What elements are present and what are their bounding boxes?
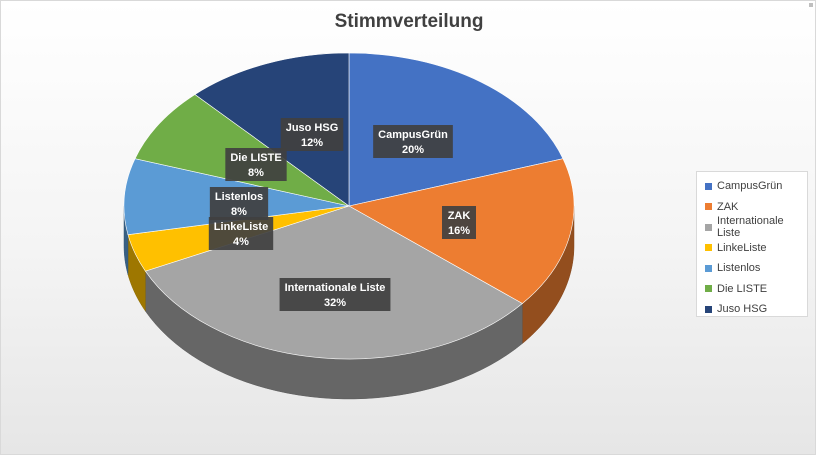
data-label-category: ZAK [448, 210, 471, 222]
chart-title: Stimmverteilung [334, 11, 484, 32]
legend-swatch [705, 203, 712, 211]
data-labels: CampusGrün 20% ZAK 16% Internationale Liste 3… [208, 118, 476, 311]
legend-swatch [705, 244, 712, 252]
legend[interactable]: CampusGrün ZAK Internationale Liste LinkeLi… [696, 171, 808, 317]
data-label-box [373, 125, 453, 158]
legend-item-juso-hsg[interactable]: Juso HSG [705, 299, 807, 320]
legend-swatch [705, 223, 712, 231]
legend-label: ZAK [717, 200, 739, 213]
data-label-value: 12% [301, 137, 323, 149]
legend-label: Juso HSG [717, 303, 768, 316]
data-label-box [209, 187, 269, 220]
legend-item-internationale-liste[interactable]: Internationale Liste [705, 215, 807, 240]
legend-label: Internationale Liste [717, 215, 784, 240]
data-label-box [442, 206, 476, 239]
legend-label: Listenlos [717, 262, 761, 275]
legend-swatch [705, 305, 712, 313]
pie-slice-campusgr-n [348, 52, 564, 207]
legend-item-die-liste[interactable]: Die LISTE [705, 279, 807, 300]
resize-handle-top-right[interactable] [809, 3, 813, 7]
data-label-category: LinkeListe [214, 221, 268, 233]
data-label-box [280, 118, 344, 151]
legend-swatch [705, 264, 712, 272]
data-label-die-liste: Die LISTE 8% [225, 148, 287, 181]
data-label-campusgr-n: CampusGrün 20% [373, 125, 453, 158]
pie-slices [123, 52, 575, 360]
data-label-box [279, 278, 391, 311]
data-label-value: 16% [448, 225, 470, 237]
data-label-category: Internationale Liste [285, 282, 386, 294]
legend-swatch [705, 285, 712, 293]
legend-swatch [705, 182, 712, 190]
data-label-category: Die LISTE [230, 152, 281, 164]
data-label-value: 20% [402, 144, 424, 156]
legend-item-linkeliste[interactable]: LinkeListe [705, 238, 807, 259]
data-label-category: Juso HSG [286, 122, 339, 134]
legend-item-zak[interactable]: ZAK [705, 197, 807, 218]
legend-item-listenlos[interactable]: Listenlos [705, 258, 807, 279]
data-label-category: CampusGrün [378, 129, 448, 141]
data-label-value: 8% [248, 167, 264, 179]
pie-slice-juso-hsg [194, 52, 350, 207]
data-label-linkeliste: LinkeListe 4% [208, 217, 274, 250]
data-label-category: Listenlos [215, 191, 263, 203]
legend-label: Die LISTE [717, 282, 768, 295]
data-label-internationale-liste: Internationale Liste 32% [279, 278, 391, 311]
data-label-value: 32% [324, 297, 346, 309]
data-label-value: 8% [231, 206, 247, 218]
legend-label: LinkeListe [717, 241, 767, 254]
data-label-value: 4% [233, 236, 249, 248]
data-label-box [225, 148, 287, 181]
data-label-zak: ZAK 16% [442, 206, 476, 239]
legend-item-campusgr-n[interactable]: CampusGrün [705, 176, 807, 197]
legend-label: CampusGrün [717, 180, 783, 193]
data-label-listenlos: Listenlos 8% [209, 187, 269, 220]
data-label-box [208, 217, 274, 250]
data-label-juso-hsg: Juso HSG 12% [280, 118, 344, 151]
